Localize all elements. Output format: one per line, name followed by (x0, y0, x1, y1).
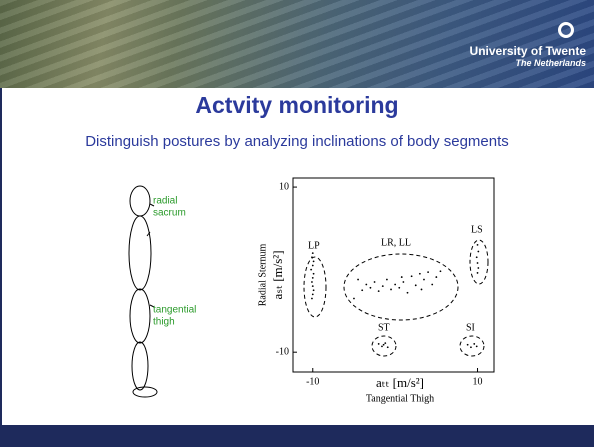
annotation: SI (466, 322, 475, 333)
slide: University of Twente The Netherlands Act… (0, 0, 594, 447)
point (402, 281, 404, 283)
point (386, 279, 388, 281)
figure-label: thigh (153, 317, 175, 328)
annotation: LP (308, 240, 320, 251)
point (427, 271, 429, 273)
point (431, 284, 433, 286)
point (421, 289, 423, 291)
point (390, 289, 392, 291)
point (419, 273, 421, 275)
point (312, 252, 314, 254)
point (384, 342, 386, 344)
cluster-outlines (304, 240, 488, 356)
y-axis-label: Radial Sternum (257, 244, 268, 307)
point (477, 272, 479, 274)
point (361, 289, 363, 291)
x-unit: aₜₜ [m/s²] (376, 375, 424, 390)
point (311, 298, 313, 300)
point (477, 267, 479, 269)
point (477, 244, 479, 246)
logo-icon (558, 22, 574, 38)
point (378, 290, 380, 292)
point (313, 273, 315, 275)
point (477, 262, 479, 264)
x-tick-label: -10 (306, 376, 319, 387)
point (470, 346, 472, 348)
figure-label: radial (153, 196, 177, 207)
point (365, 284, 367, 286)
point (311, 256, 313, 258)
y-tick-label: -10 (276, 346, 289, 357)
y-unit: aₛₜ [m/s²] (270, 250, 285, 299)
point (467, 344, 469, 346)
point (357, 279, 359, 281)
point (311, 281, 313, 283)
point (477, 251, 479, 253)
point (435, 276, 437, 278)
point (415, 284, 417, 286)
point (394, 284, 396, 286)
figure-label: tangential (153, 305, 196, 316)
point (312, 277, 314, 279)
x-tick-label: 10 (473, 376, 483, 387)
point (353, 298, 355, 300)
point (440, 270, 442, 272)
annotation: LS (471, 224, 483, 235)
point (312, 285, 314, 287)
point (312, 294, 314, 296)
point (312, 265, 314, 267)
point (382, 285, 384, 287)
figure: radial sacrum tangential thigh LP LR, LL… (0, 0, 594, 447)
annotation: ST (378, 322, 390, 333)
point (387, 346, 389, 348)
point (407, 292, 409, 294)
point (473, 343, 475, 345)
annotation: LR, LL (381, 237, 411, 248)
point (381, 346, 383, 348)
point (476, 256, 478, 258)
point (411, 275, 413, 277)
plot-frame (293, 178, 494, 372)
x-axis-label: Tangential Thigh (366, 393, 434, 404)
point (374, 281, 376, 283)
point (313, 289, 315, 291)
logo-title: University of Twente (470, 44, 586, 58)
point (423, 279, 425, 281)
y-tick-label: 10 (279, 181, 289, 192)
point (401, 276, 403, 278)
figure-label: sacrum (153, 208, 186, 219)
point (398, 287, 400, 289)
point (378, 343, 380, 345)
point (313, 260, 315, 262)
point (310, 269, 312, 271)
point (370, 287, 372, 289)
point (476, 346, 478, 348)
point (383, 344, 385, 346)
logo-subtitle: The Netherlands (515, 58, 586, 68)
